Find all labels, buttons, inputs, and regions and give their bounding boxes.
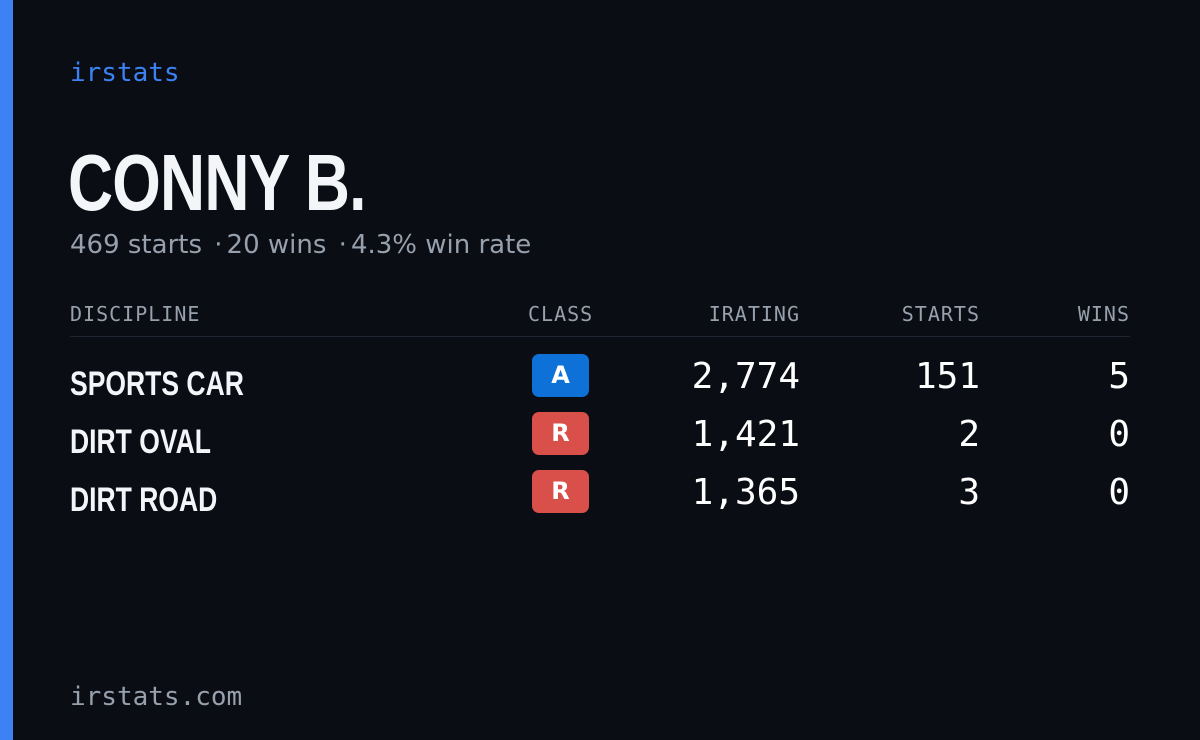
footer-domain: irstats.com <box>70 682 243 712</box>
class-badge: A <box>532 354 589 397</box>
player-name: CONNY B. <box>68 138 366 227</box>
player-summary: 469 starts · 20 wins · 4.3% win rate <box>70 229 531 261</box>
starts-value: 3 <box>958 472 980 513</box>
table-row: DIRT OVAL R 1,421 2 0 <box>70 395 1130 461</box>
discipline-name: DIRT ROAD <box>70 481 218 519</box>
wins-summary: 20 wins <box>226 230 327 260</box>
header-discipline: DISCIPLINE <box>70 302 201 326</box>
starts-value: 2 <box>958 414 980 455</box>
header-starts: STARTS <box>901 302 980 326</box>
irating-value: 2,774 <box>691 356 800 397</box>
discipline-name: SPORTS CAR <box>70 365 244 403</box>
win-rate-summary: 4.3% win rate <box>350 230 532 260</box>
class-badge: R <box>532 412 589 455</box>
starts-value: 151 <box>914 356 980 397</box>
irating-value: 1,365 <box>691 472 800 513</box>
wins-value: 0 <box>1108 414 1130 455</box>
table-header: DISCIPLINE CLASS IRATING STARTS WINS <box>70 300 1130 337</box>
accent-bar <box>0 0 13 740</box>
wins-value: 0 <box>1108 472 1130 513</box>
table-row: SPORTS CAR A 2,774 151 5 <box>70 337 1130 403</box>
table-row: DIRT ROAD R 1,365 3 0 <box>70 453 1130 519</box>
class-badge: R <box>532 470 589 513</box>
header-class: CLASS <box>528 302 594 326</box>
discipline-name: DIRT OVAL <box>70 423 211 461</box>
separator: · <box>338 230 347 260</box>
starts-summary: 469 starts <box>70 230 202 260</box>
brand-logo: irstats <box>70 58 180 88</box>
wins-value: 5 <box>1108 356 1130 397</box>
header-wins: WINS <box>1077 302 1130 326</box>
header-irating: IRATING <box>708 302 800 326</box>
separator: · <box>214 230 223 260</box>
stats-table: DISCIPLINE CLASS IRATING STARTS WINS SPO… <box>70 300 1130 519</box>
irating-value: 1,421 <box>691 414 800 455</box>
